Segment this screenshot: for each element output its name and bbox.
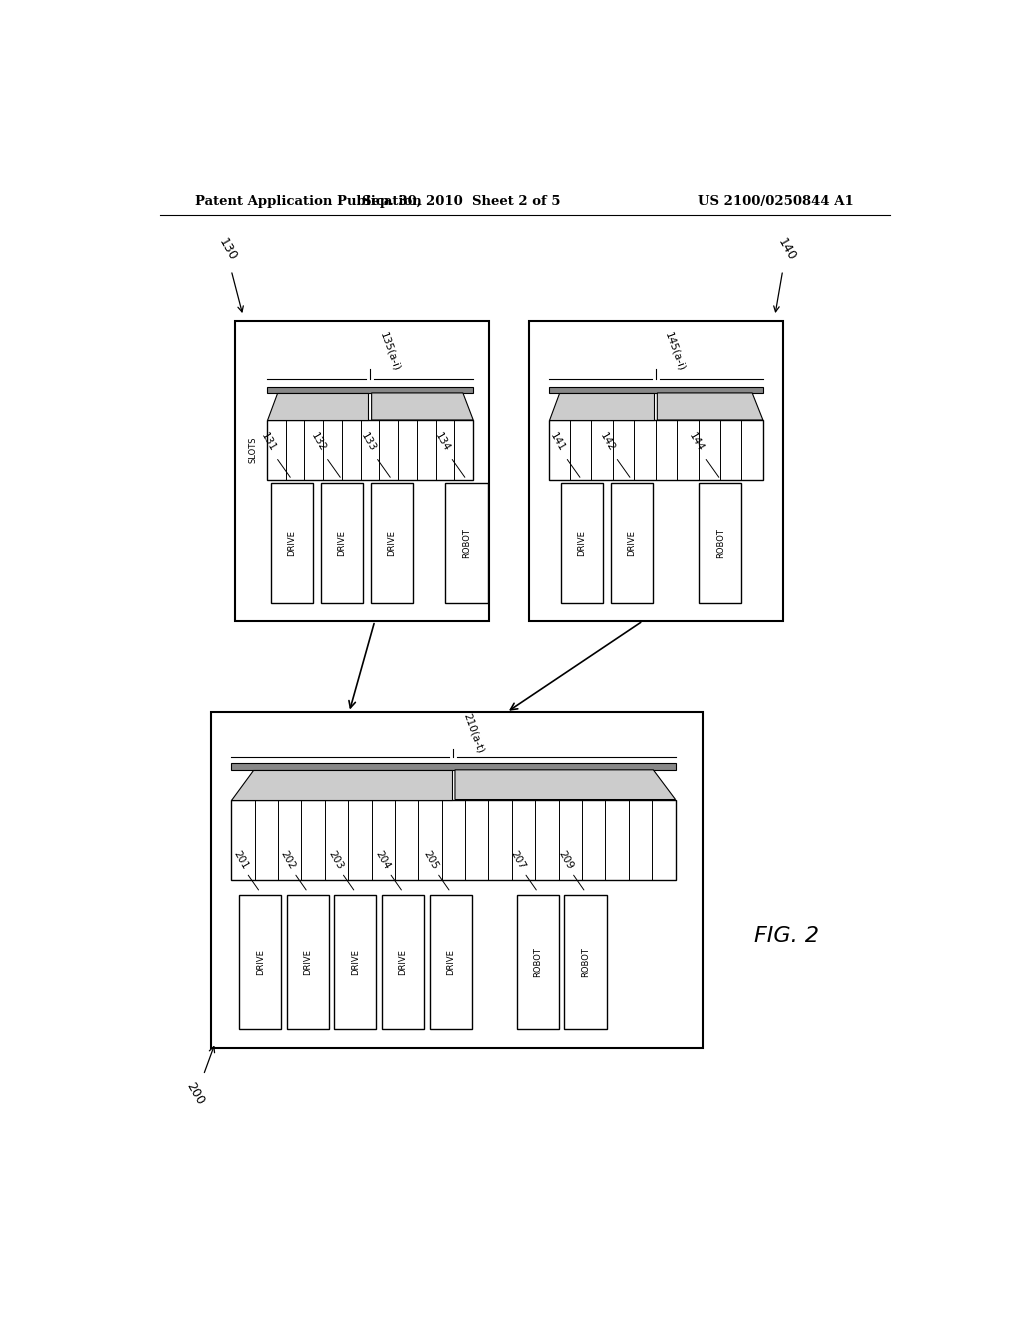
Bar bbox=[528, 321, 782, 620]
Bar bbox=[699, 483, 741, 602]
Bar bbox=[267, 387, 473, 393]
Text: DRIVE: DRIVE bbox=[351, 949, 359, 975]
Text: DRIVE: DRIVE bbox=[446, 949, 455, 975]
Text: DRIVE: DRIVE bbox=[303, 949, 312, 975]
Bar bbox=[445, 483, 487, 602]
Bar bbox=[382, 895, 424, 1030]
Text: 145(a-i): 145(a-i) bbox=[664, 330, 687, 372]
Bar bbox=[267, 420, 473, 480]
Text: 134: 134 bbox=[433, 430, 452, 453]
Text: 210(a-t): 210(a-t) bbox=[462, 711, 485, 754]
Bar bbox=[321, 483, 362, 602]
Text: 142: 142 bbox=[598, 430, 617, 453]
Text: Sep. 30, 2010  Sheet 2 of 5: Sep. 30, 2010 Sheet 2 of 5 bbox=[362, 194, 560, 207]
Bar bbox=[517, 895, 559, 1030]
Text: US 2100/0250844 A1: US 2100/0250844 A1 bbox=[698, 194, 854, 207]
Bar bbox=[610, 483, 652, 602]
Text: 207: 207 bbox=[509, 849, 527, 871]
Text: 200: 200 bbox=[184, 1080, 207, 1107]
Text: 205: 205 bbox=[422, 849, 440, 871]
Text: 203: 203 bbox=[327, 849, 345, 871]
Text: 135(a-i): 135(a-i) bbox=[378, 330, 401, 372]
Text: 202: 202 bbox=[279, 849, 297, 871]
Text: DRIVE: DRIVE bbox=[578, 529, 586, 556]
Text: DRIVE: DRIVE bbox=[288, 529, 296, 556]
Text: DRIVE: DRIVE bbox=[627, 529, 636, 556]
Text: 144: 144 bbox=[687, 430, 706, 453]
Bar bbox=[270, 483, 313, 602]
Bar bbox=[549, 420, 763, 480]
Text: ROBOT: ROBOT bbox=[716, 528, 725, 557]
Text: SLOTS: SLOTS bbox=[248, 437, 257, 463]
Bar bbox=[371, 483, 413, 602]
Text: ROBOT: ROBOT bbox=[462, 528, 471, 557]
Polygon shape bbox=[372, 393, 473, 420]
Text: ROBOT: ROBOT bbox=[581, 948, 590, 977]
Bar bbox=[240, 895, 282, 1030]
Text: 140: 140 bbox=[775, 236, 799, 264]
Text: 133: 133 bbox=[358, 430, 378, 453]
Polygon shape bbox=[549, 393, 654, 420]
Text: DRIVE: DRIVE bbox=[387, 529, 396, 556]
Polygon shape bbox=[657, 393, 763, 420]
Text: ROBOT: ROBOT bbox=[534, 948, 543, 977]
Text: 132: 132 bbox=[309, 430, 328, 453]
Text: 131: 131 bbox=[259, 430, 278, 453]
Bar bbox=[334, 895, 377, 1030]
Text: 141: 141 bbox=[549, 430, 567, 453]
Polygon shape bbox=[455, 770, 676, 800]
Polygon shape bbox=[231, 770, 452, 800]
Text: FIG. 2: FIG. 2 bbox=[755, 925, 819, 946]
Text: DRIVE: DRIVE bbox=[398, 949, 408, 975]
Bar bbox=[231, 763, 676, 770]
Text: Patent Application Publication: Patent Application Publication bbox=[196, 194, 422, 207]
Bar bbox=[211, 713, 703, 1048]
Bar bbox=[287, 895, 329, 1030]
Bar bbox=[564, 895, 606, 1030]
Bar bbox=[430, 895, 472, 1030]
Bar bbox=[231, 800, 676, 880]
Text: 201: 201 bbox=[231, 849, 250, 871]
Bar bbox=[560, 483, 602, 602]
Text: 209: 209 bbox=[556, 849, 574, 871]
Text: DRIVE: DRIVE bbox=[256, 949, 264, 975]
Polygon shape bbox=[267, 393, 369, 420]
Text: 204: 204 bbox=[374, 849, 392, 871]
Bar bbox=[236, 321, 489, 620]
Bar bbox=[549, 387, 763, 393]
Text: DRIVE: DRIVE bbox=[337, 529, 346, 556]
Text: 130: 130 bbox=[216, 236, 239, 264]
